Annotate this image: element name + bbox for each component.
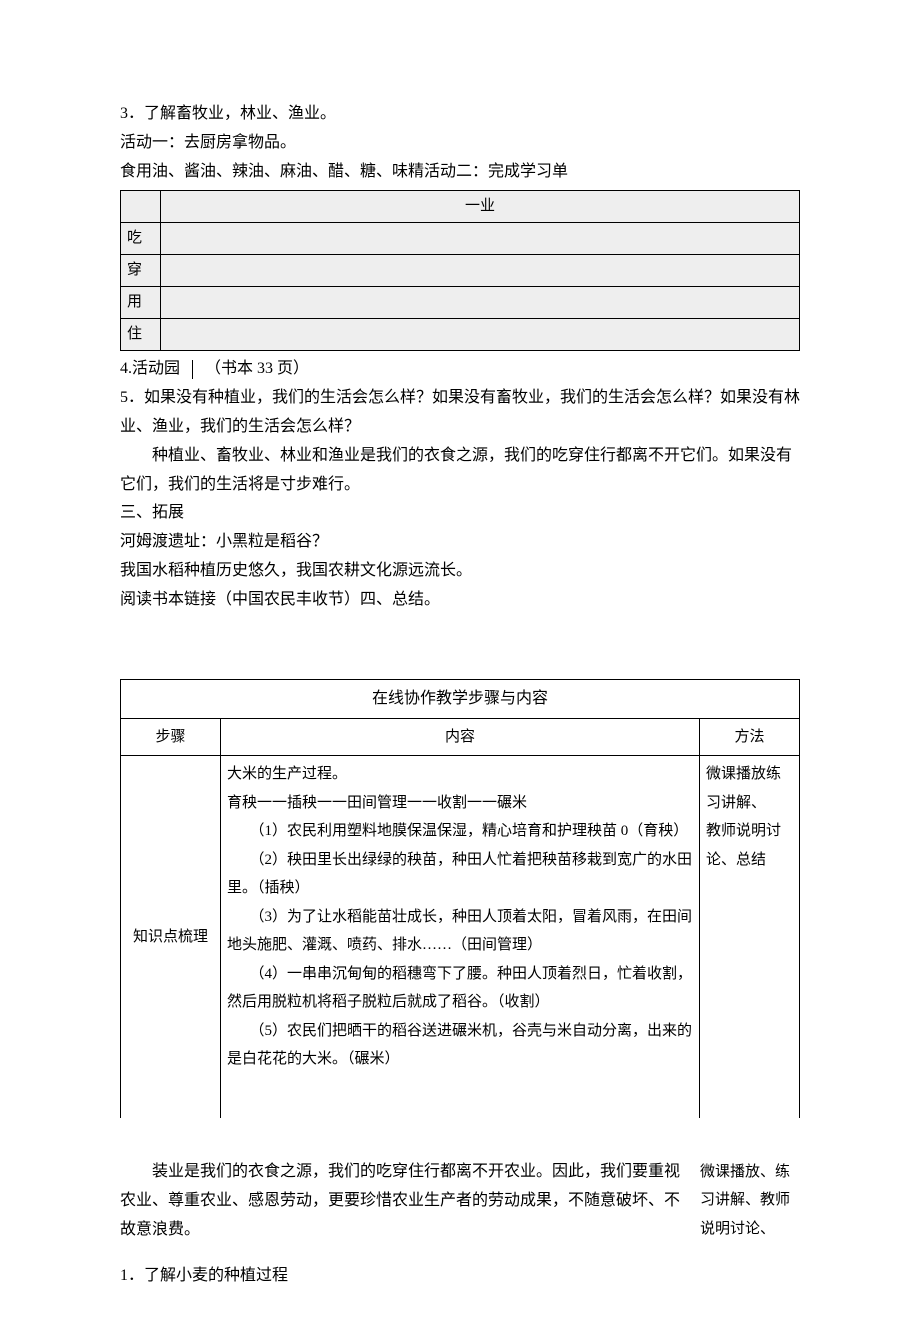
content-line: 育秧一一插秧一一田间管理一一收割一一碾米 <box>227 789 693 818</box>
table-header-industry: 一业 <box>161 191 800 223</box>
text-line-3: 3．了解畜牧业，林业、渔业。 <box>120 100 800 129</box>
table-row-label: 用 <box>121 287 161 319</box>
table-row: 步骤 内容 方法 <box>121 718 800 756</box>
steps-method-cell: 微课播放练习讲解、 教师说明讨论、总结 <box>700 756 800 1118</box>
bottom-block: 装业是我们的衣食之源，我们的吃穿住行都离不开农业。因此，我们要重视农业、尊重农业… <box>120 1158 800 1291</box>
divider-icon <box>192 360 193 379</box>
steps-title: 在线协作教学步骤与内容 <box>121 679 800 718</box>
table-cell <box>161 255 800 287</box>
bottom-side: 微课播放、练习讲解、教师说明讨论、 <box>700 1158 800 1244</box>
table-row: 住 <box>121 319 800 351</box>
bottom-main: 装业是我们的衣食之源，我们的吃穿住行都离不开农业。因此，我们要重视农业、尊重农业… <box>120 1158 680 1291</box>
steps-step-label: 知识点梳理 <box>121 756 221 1118</box>
text-line-5: 5．如果没有种植业，我们的生活会怎么样？如果没有畜牧业，我们的生活会怎么样？如果… <box>120 384 800 442</box>
text-4a: 4.活动园 <box>120 360 180 377</box>
table-row: 知识点梳理 大米的生产过程。 育秧一一插秧一一田间管理一一收割一一碾米 （1）农… <box>121 756 800 1118</box>
content-line: （2）秧田里长出绿绿的秧苗，种田人忙着把秧苗移栽到宽广的水田里。（插秧） <box>227 846 693 903</box>
text-line-4: 4.活动园 （书本 33 页） <box>120 355 800 384</box>
content-line: （5）农民们把晒干的稻谷送进碾米机，谷壳与米自动分离，出来的是白花花的大米。（碾… <box>227 1017 693 1074</box>
steps-content-cell: 大米的生产过程。 育秧一一插秧一一田间管理一一收割一一碾米 （1）农民利用塑料地… <box>221 756 700 1118</box>
text-line-6: 种植业、畜牧业、林业和渔业是我们的衣食之源，我们的吃穿住行都离不开它们。如果没有… <box>120 442 800 500</box>
table-row: 用 <box>121 287 800 319</box>
worksheet-table: 一业 吃 穿 用 住 <box>120 190 800 351</box>
table-row: 在线协作教学步骤与内容 <box>121 679 800 718</box>
table-row: 穿 <box>121 255 800 287</box>
table-row-label: 穿 <box>121 255 161 287</box>
table-row: 吃 <box>121 223 800 255</box>
content-line: （3）为了让水稻能苗壮成长，种田人顶着太阳，冒着风雨，在田间地头施肥、灌溉、喷药… <box>227 903 693 960</box>
steps-col-step: 步骤 <box>121 718 221 756</box>
table-row-label: 住 <box>121 319 161 351</box>
text-line-9: 我国水稻种植历史悠久，我国农耕文化源远流长。 <box>120 557 800 586</box>
text-line-8: 河姆渡遗址：小黑粒是稻谷？ <box>120 528 800 557</box>
steps-col-method: 方法 <box>700 718 800 756</box>
content-line: （4）一串串沉甸甸的稻穗弯下了腰。种田人顶着烈日，忙着收割，然后用脱粒机将稻子脱… <box>227 960 693 1017</box>
bottom-p1: 装业是我们的衣食之源，我们的吃穿住行都离不开农业。因此，我们要重视农业、尊重农业… <box>120 1158 680 1244</box>
content-line: 大米的生产过程。 <box>227 760 693 789</box>
text-line-7: 三、拓展 <box>120 499 800 528</box>
content-line: （1）农民利用塑料地膜保温保湿，精心培育和护理秧苗 0（育秧） <box>227 817 693 846</box>
table-row-label: 吃 <box>121 223 161 255</box>
text-activity2: 食用油、酱油、辣油、麻油、醋、糖、味精活动二：完成学习单 <box>120 158 800 187</box>
steps-col-content: 内容 <box>221 718 700 756</box>
table-row: 一业 <box>121 191 800 223</box>
table-cell <box>161 319 800 351</box>
bottom-p2: 1．了解小麦的种植过程 <box>120 1262 680 1291</box>
table-cell <box>161 287 800 319</box>
steps-table: 在线协作教学步骤与内容 步骤 内容 方法 知识点梳理 大米的生产过程。 育秧一一… <box>120 679 800 1118</box>
text-line-10: 阅读书本链接（中国农民丰收节）四、总结。 <box>120 586 800 615</box>
table-header-blank <box>121 191 161 223</box>
text-4b: （书本 33 页） <box>205 360 309 377</box>
text-activity1: 活动一：去厨房拿物品。 <box>120 129 800 158</box>
table-cell <box>161 223 800 255</box>
